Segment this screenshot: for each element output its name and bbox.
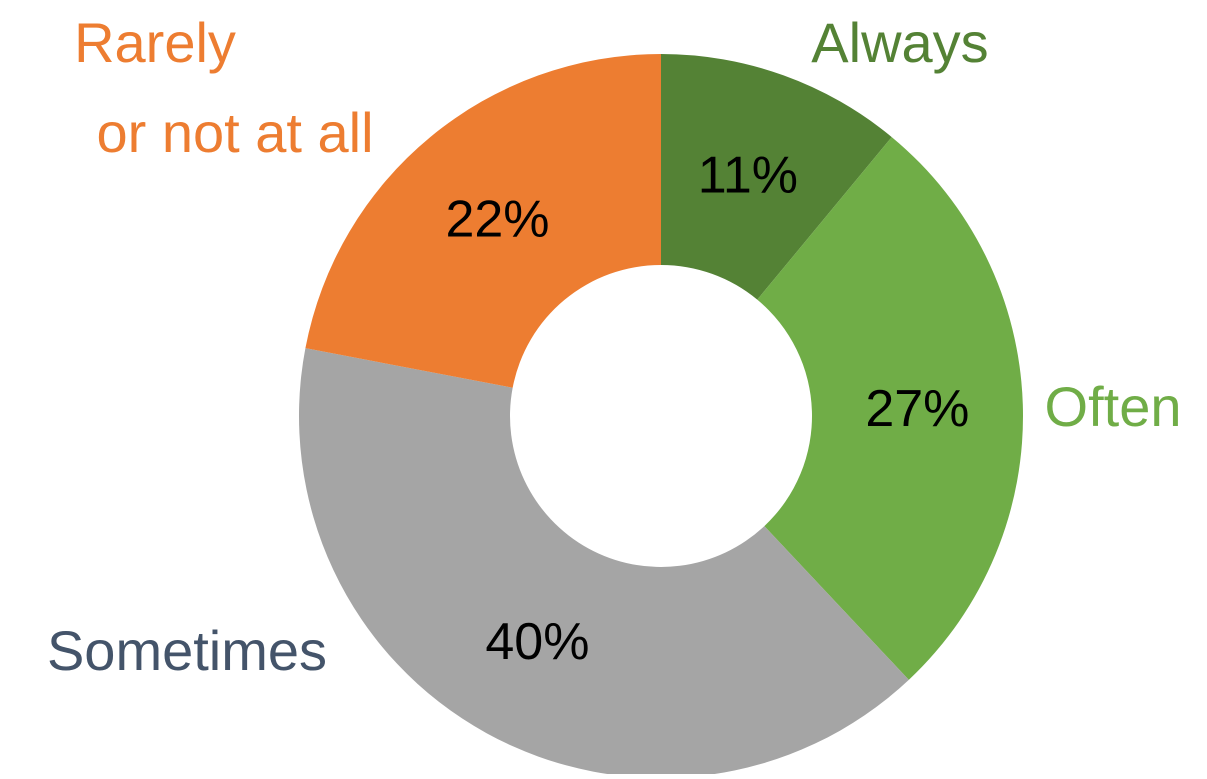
value-labels-layer: 11% 27% 40% 22% [445,147,969,671]
value-label-always: 11% [698,147,798,205]
category-label-always: Always [811,11,988,74]
value-label-rarely: 22% [445,190,549,248]
slice-rarely [305,54,661,388]
slice-sometimes [298,348,909,778]
category-label-often: Often [1045,375,1182,438]
category-label-rarely-line2: or not at all [96,101,373,164]
slice-always [661,54,892,300]
category-label-sometimes: Sometimes [47,619,327,682]
value-label-sometimes: 40% [485,613,589,671]
slices-layer [298,54,1023,778]
slice-often [757,137,1023,680]
category-labels-layer: Always Often Sometimes Rarely or not at … [47,11,1182,682]
value-label-often: 27% [865,380,969,438]
category-label-rarely: Rarely [74,11,236,74]
